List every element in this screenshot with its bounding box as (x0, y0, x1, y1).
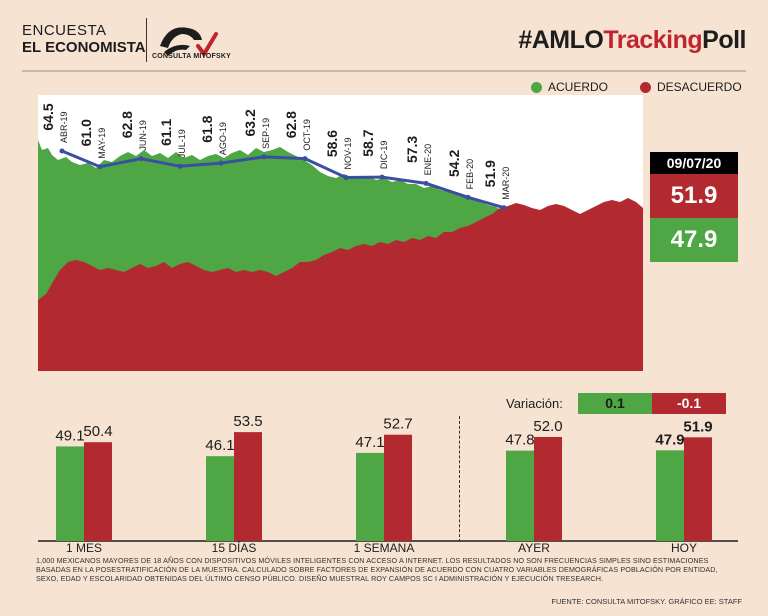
brand-line-2: EL ECONOMISTA (22, 39, 146, 57)
trend-point (423, 180, 429, 186)
trend-month-label: OCT-19 (302, 119, 312, 151)
hashtag-part-poll: Poll (702, 26, 746, 54)
trend-value-label: 64.5 (40, 103, 56, 130)
trend-value-label: 58.7 (360, 129, 376, 156)
variation-desacuerdo: -0.1 (652, 393, 726, 414)
legend-dot-desacuerdo (640, 81, 651, 93)
variation-label: Variación: (506, 396, 563, 411)
trend-point (302, 156, 308, 162)
legend-desacuerdo: DESACUERDO (640, 80, 742, 94)
legend-label-acuerdo: ACUERDO (548, 80, 609, 94)
trend-value-label: 58.6 (324, 130, 340, 157)
trend-value-label: 51.9 (482, 160, 498, 187)
trend-month-label: JUN-19 (138, 120, 148, 151)
header-separator (146, 18, 147, 62)
legend-acuerdo: ACUERDO (531, 80, 608, 94)
trend-point (261, 154, 267, 160)
trend-point (97, 164, 103, 170)
trend-value-label: 54.2 (446, 150, 462, 177)
trend-point (177, 163, 183, 169)
trend-month-label: NOV-19 (343, 138, 353, 170)
trend-point (59, 148, 65, 154)
source-credit: FUENTE: CONSULTA MITOFSKY. GRÁFICO EE: S… (551, 597, 742, 606)
trend-point (379, 174, 385, 180)
header-rule (22, 70, 746, 72)
legend-label-desacuerdo: DESACUERDO (657, 80, 742, 94)
trend-month-label: ABR-19 (59, 111, 69, 143)
trend-value-label: 62.8 (283, 111, 299, 138)
brand-block: ENCUESTA EL ECONOMISTA (22, 22, 146, 57)
trend-point (343, 175, 349, 181)
hashtag-part-tracking: Tracking (603, 26, 703, 54)
legend-dot-acuerdo (531, 81, 542, 93)
trend-point (465, 194, 471, 200)
trend-month-label: JUL-19 (177, 129, 187, 158)
hashtag-title: #AMLOTrackingPoll (518, 26, 746, 55)
trend-month-label: DIC-19 (379, 141, 389, 170)
current-desacuerdo: 51.9 (650, 174, 738, 218)
trend-value-label: 63.2 (242, 109, 258, 136)
trend-point (218, 160, 224, 166)
trend-value-label: 62.8 (119, 111, 135, 138)
trend-value-label: 61.0 (78, 119, 94, 146)
trend-month-label: AGO-19 (218, 122, 228, 155)
desacuerdo-area (38, 198, 643, 371)
footnote: 1,000 MEXICANOS MAYORES DE 18 AÑOS CON D… (36, 556, 718, 584)
logo-text: CONSULTA MITOFSKY (152, 53, 231, 60)
bar-divider (459, 416, 460, 542)
hashtag-part-amlo: #AMLO (518, 26, 604, 54)
trend-month-label: MAR-20 (501, 167, 511, 200)
trend-line (61, 149, 505, 210)
current-acuerdo: 47.9 (650, 218, 738, 262)
trend-point (501, 205, 507, 211)
trend-month-label: MAY-19 (97, 128, 107, 159)
trend-point (138, 156, 144, 162)
trend-value-label: 61.1 (158, 118, 174, 145)
trend-value-label: 57.3 (404, 136, 420, 163)
trend-month-label: FEB-20 (465, 159, 475, 190)
current-date: 09/07/20 (650, 152, 738, 174)
trend-month-label: ENE-20 (423, 144, 433, 176)
mitofsky-logo-icon (160, 27, 218, 58)
trend-value-label: 61.8 (199, 115, 215, 142)
brand-line-1: ENCUESTA (22, 22, 107, 39)
trend-month-label: SEP-19 (261, 118, 271, 149)
variation-acuerdo: 0.1 (578, 393, 652, 414)
